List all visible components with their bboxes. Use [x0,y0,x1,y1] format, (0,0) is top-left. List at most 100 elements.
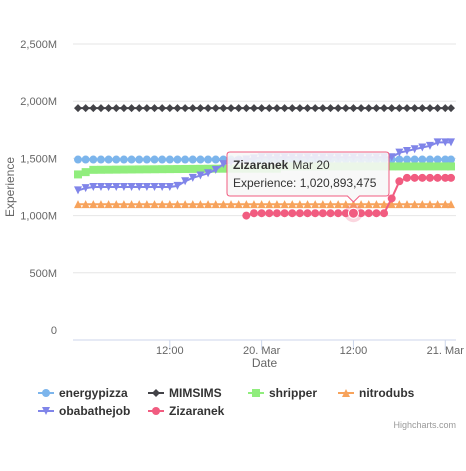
data-point [334,209,343,218]
y-tick-label: 2,500M [20,39,57,51]
data-point [357,200,366,209]
legend-label: obabathejob [59,404,130,418]
data-point [81,168,90,177]
data-point [249,104,258,113]
data-point [372,209,381,218]
data-point [196,104,205,113]
data-point [204,164,213,173]
data-point [181,177,190,186]
data-point [211,155,220,164]
data-point [387,162,396,171]
y-tick-label: 500M [29,268,57,280]
data-point [441,104,450,113]
data-point [265,209,274,218]
legend-item-zizaranek[interactable]: Zizaranek [148,404,225,418]
data-point [158,104,167,113]
credits-link[interactable]: Highcharts.com [393,420,456,430]
legend-item-nitrodubs[interactable]: nitrodubs [338,386,415,400]
data-point [410,155,419,164]
data-point [173,165,182,174]
data-point [196,171,205,180]
data-point [364,200,373,209]
data-point [425,200,434,209]
legend: energypizza MIMSIMS shripper nitrodubs obaba… [38,386,415,418]
data-point [74,104,82,113]
data-point [142,165,151,174]
data-point [311,200,320,209]
data-point [74,200,82,209]
data-point [257,200,266,209]
data-point [219,164,228,173]
x-tick-label: 20. Mar [243,345,281,357]
data-point [280,104,289,113]
legend-label: energypizza [59,386,128,400]
data-point [165,183,174,191]
data-point [204,104,213,113]
data-point [334,200,343,209]
data-point [341,104,350,113]
data-point [334,104,343,113]
data-point [341,200,350,209]
data-point [135,155,144,164]
data-point [410,145,419,154]
y-tick-label: 1,000M [20,211,57,223]
data-point [81,184,90,193]
data-point [410,173,419,182]
data-point [418,173,427,182]
series-zizaranek [242,173,455,220]
data-point [441,173,450,182]
data-point [280,200,289,209]
data-point [165,104,174,113]
data-point [188,173,197,182]
data-point [387,200,396,209]
data-point [150,183,159,191]
data-point [257,209,266,218]
data-point [288,104,297,113]
data-point [372,104,381,113]
series-nitrodubs [74,200,455,209]
data-point [395,162,404,171]
data-point [204,169,213,178]
legend-symbol [152,389,160,397]
data-point [112,183,121,191]
data-point [219,160,228,169]
data-point [349,200,358,209]
data-point [410,162,419,171]
data-point [303,209,312,218]
data-point [219,104,228,113]
data-point [135,200,144,209]
data-point [81,200,90,209]
data-point [447,155,455,164]
data-point [181,104,190,113]
legend-item-energypizza[interactable]: energypizza [38,386,128,400]
data-point [104,165,113,174]
data-point [295,209,304,218]
legend-label: nitrodubs [359,386,415,400]
data-point [257,104,266,113]
legend-item-mimsims[interactable]: MIMSIMS [148,386,222,400]
data-point [181,200,190,209]
legend-label: Zizaranek [169,404,225,418]
data-point [181,164,190,173]
data-point [403,155,412,164]
legend-item-shripper[interactable]: shripper [248,386,317,400]
data-point [249,200,258,209]
legend-label: shripper [269,386,317,400]
legend-symbol [342,389,350,397]
data-point [349,104,358,113]
data-point [150,200,159,209]
data-point [295,200,304,209]
data-point [96,155,105,164]
data-point [142,155,151,164]
data-point [418,200,427,209]
data-point [135,104,144,113]
tooltip-date: Mar 20 [292,158,330,172]
data-point [119,183,128,191]
data-point [311,104,320,113]
data-point [447,200,455,209]
data-point [89,200,98,209]
data-point [318,209,327,218]
data-point [74,186,82,195]
data-point [127,104,136,113]
legend-item-obabathejob[interactable]: obabathejob [38,404,130,418]
